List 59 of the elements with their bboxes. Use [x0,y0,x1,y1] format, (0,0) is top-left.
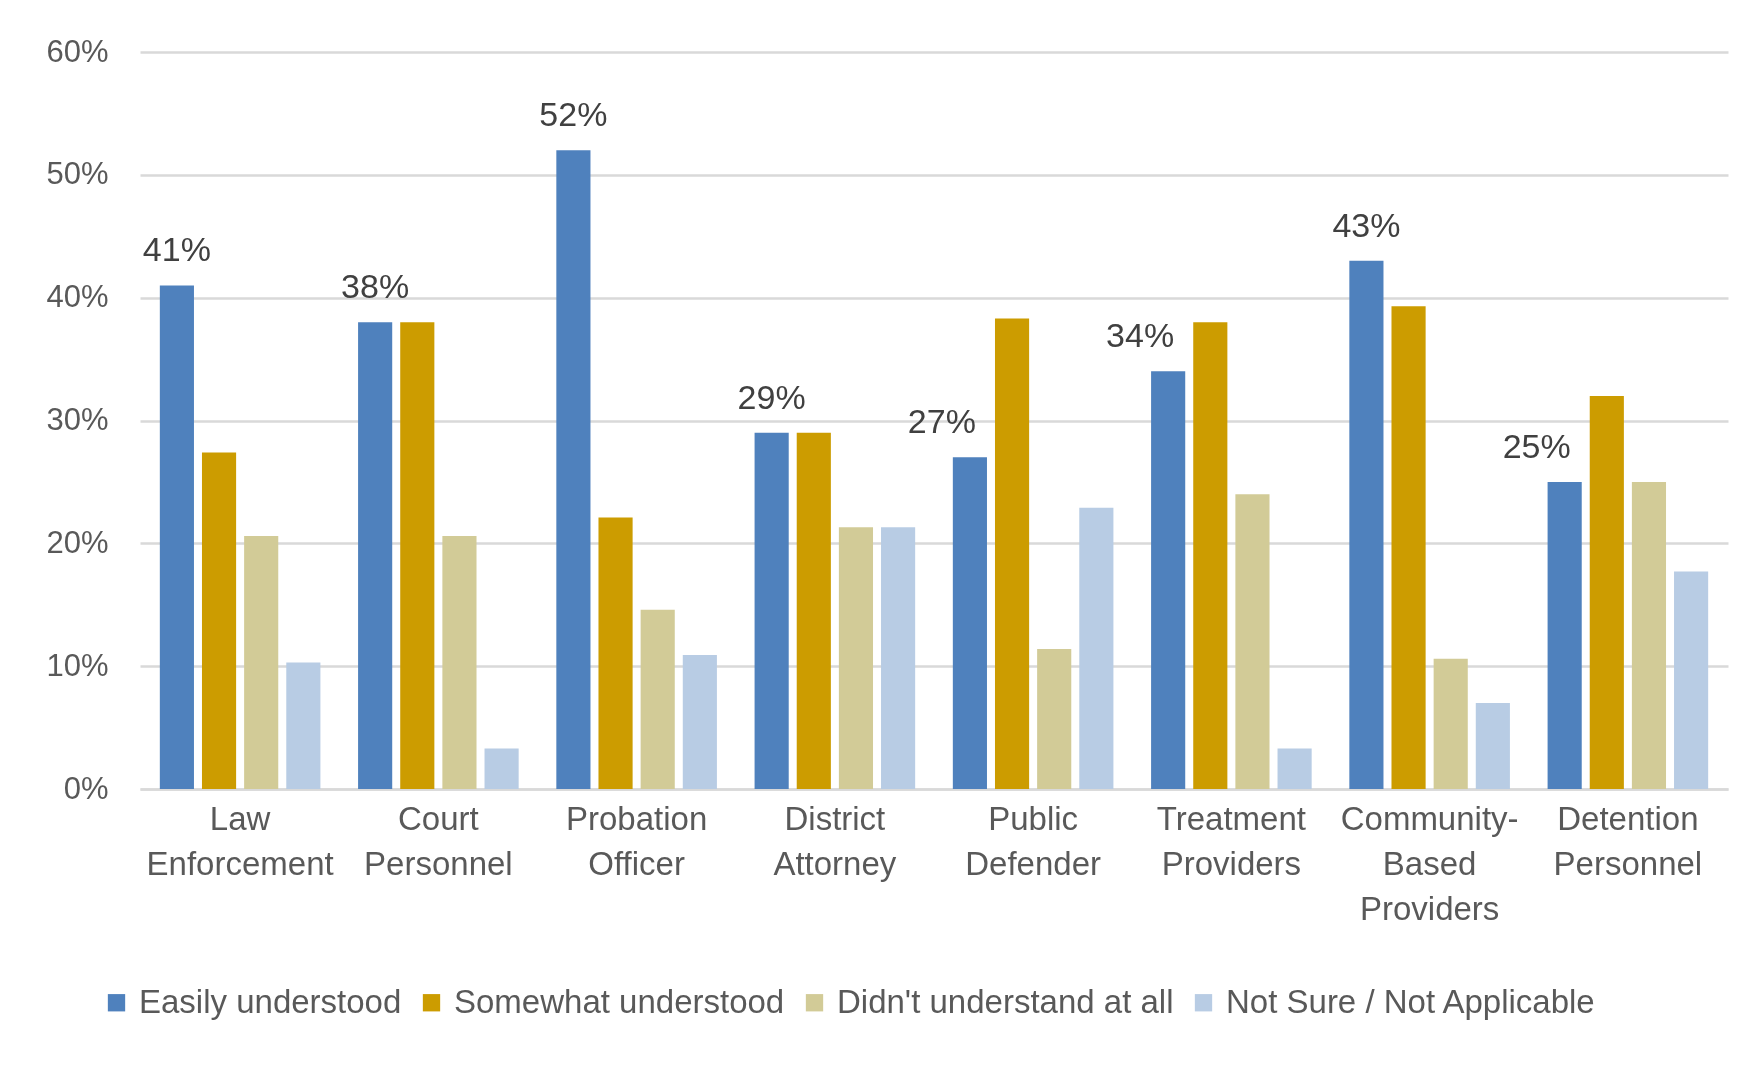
bar [754,432,789,789]
bar [1235,494,1270,789]
bar [286,662,321,789]
x-tick-label: Community-Based Providers [1340,799,1519,927]
bar [244,535,279,789]
bar [640,609,675,789]
y-tick-label: 60% [46,33,109,69]
bar [556,150,591,789]
legend-label: Didn't understand at all [837,982,1174,1020]
x-tick-label: Law Enforcement [146,799,334,882]
y-tick-label: 0% [63,770,109,806]
bar [358,322,393,789]
bar [1079,507,1114,789]
x-tick-label: Treatment Providers [1156,799,1306,882]
bar [1277,748,1312,789]
data-label: 25% [1502,426,1571,465]
bar [598,517,633,789]
bar [1674,571,1709,789]
bar [1349,260,1384,789]
x-tick-label: District Attorney [773,799,897,882]
bar [952,457,987,789]
y-tick-label: 40% [46,279,109,315]
bar [1193,322,1228,789]
data-label: 29% [737,377,806,416]
data-label: 34% [1106,316,1175,355]
bar [1475,703,1510,789]
y-tick-label: 50% [46,156,109,192]
bar [1589,395,1624,789]
x-tick-label: Probation Officer [565,799,708,882]
data-label: 43% [1332,205,1401,244]
y-tick-label: 10% [46,647,109,683]
x-tick-label: Public Defender [965,799,1102,882]
bar [1391,306,1426,789]
bar [201,452,237,789]
y-tick-label: 30% [46,402,109,437]
bar [400,322,435,789]
data-label: 41% [142,230,211,269]
legend-label: Not Sure / Not Applicable [1226,982,1595,1020]
x-tick-label: Detention Personnel [1553,799,1703,882]
x-tick-label: Court Personnel [364,799,513,882]
data-label: 38% [341,267,410,306]
bar [1037,648,1072,789]
legend-label: Easily understood [139,982,402,1020]
bar [994,318,1030,789]
bar [1433,658,1468,789]
bar [796,432,831,789]
bar [1547,481,1582,789]
bar [159,285,194,789]
bar [838,527,874,789]
bar [1631,481,1667,789]
bar [484,748,519,789]
bar [881,527,916,789]
data-label: 52% [539,95,608,134]
bar [1151,371,1186,789]
bar [442,535,477,789]
y-tick-label: 20% [46,524,109,560]
bar [682,655,717,789]
legend-label: Somewhat understood [454,982,785,1020]
data-label: 27% [907,402,976,441]
